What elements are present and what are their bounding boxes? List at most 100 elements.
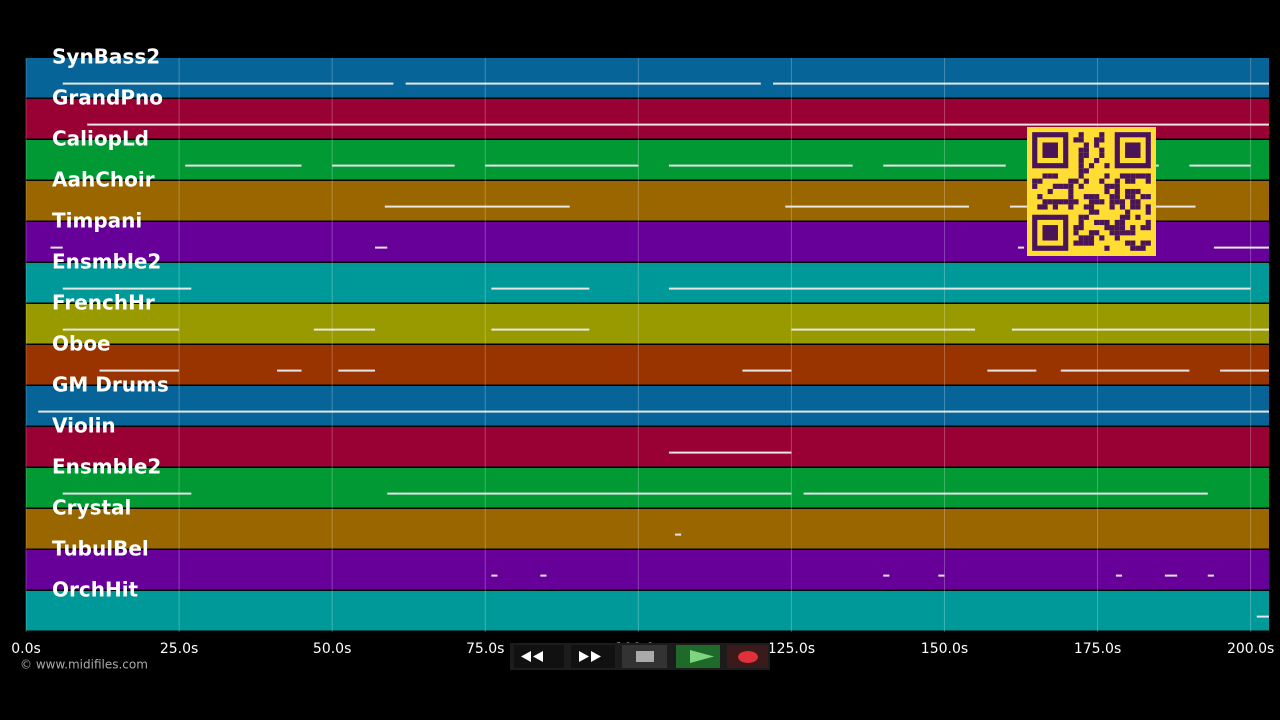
fast-forward-button[interactable]: [571, 645, 615, 668]
qr-module: [1119, 173, 1126, 179]
qr-module: [1068, 188, 1074, 195]
qr-module: [1047, 199, 1053, 205]
rewind-button[interactable]: [514, 645, 564, 668]
qr-module: [1130, 194, 1136, 200]
qr-module: [1114, 225, 1120, 231]
play-button[interactable]: [676, 645, 720, 668]
qr-module: [1114, 183, 1120, 189]
qr-module: [1088, 235, 1095, 241]
qr-module: [1130, 230, 1136, 236]
qr-module: [1119, 214, 1126, 220]
note: [540, 574, 547, 577]
note: [62, 492, 192, 495]
qr-module: [1114, 230, 1120, 236]
qr-module: [1083, 214, 1089, 220]
note: [1207, 574, 1214, 577]
qr-finder: [1125, 142, 1141, 158]
qr-module: [1135, 199, 1141, 205]
qr-module: [1063, 199, 1069, 205]
qr-module: [1135, 188, 1141, 195]
qr-module: [1145, 219, 1151, 226]
qr-module: [1109, 204, 1115, 210]
qr-module: [1088, 163, 1095, 169]
note: [883, 164, 1006, 167]
qr-module: [1114, 188, 1120, 195]
track-name: AahChoir: [52, 168, 155, 192]
qr-module: [1119, 225, 1126, 231]
qr-module: [1104, 173, 1110, 179]
qr-module: [1083, 152, 1089, 158]
qr-module: [1078, 152, 1084, 158]
qr-module: [1130, 188, 1136, 195]
qr-module: [1099, 219, 1105, 226]
record-icon: [738, 651, 758, 663]
qr-module: [1125, 209, 1131, 215]
qr-module: [1109, 199, 1115, 205]
x-tick-label: 0.0s: [11, 641, 41, 657]
track-lane: [26, 304, 1269, 344]
qr-module: [1145, 194, 1151, 200]
note: [668, 164, 853, 167]
qr-module: [1145, 240, 1151, 246]
note: [1011, 328, 1269, 331]
note: [99, 369, 180, 372]
qr-module: [1114, 235, 1120, 241]
qr-module: [1119, 199, 1126, 205]
qr-module: [1094, 199, 1100, 205]
qr-module: [1094, 137, 1100, 143]
qr-module: [1094, 230, 1100, 236]
qr-module: [1078, 225, 1084, 231]
track-name: Crystal: [52, 496, 131, 520]
qr-module: [1130, 199, 1136, 205]
record-button[interactable]: [727, 645, 768, 668]
track-name: Ensmble2: [52, 455, 161, 479]
track-name: CaliopLd: [52, 127, 149, 151]
qr-module: [1052, 199, 1058, 205]
qr-module: [1125, 178, 1131, 184]
qr-module: [1125, 214, 1131, 220]
note: [338, 369, 376, 372]
qr-module: [1099, 152, 1105, 158]
qr-module: [1130, 225, 1136, 231]
track-lane: [26, 468, 1269, 508]
note: [313, 328, 376, 331]
qr-module: [1104, 219, 1110, 226]
qr-module: [1140, 225, 1146, 231]
qr-module: [1145, 204, 1151, 210]
qr-module: [1083, 235, 1089, 241]
qr-module: [1032, 178, 1038, 184]
note: [675, 533, 682, 536]
qr-module: [1099, 137, 1105, 143]
qr-module: [1037, 204, 1043, 210]
qr-module: [1047, 188, 1053, 195]
note: [185, 164, 302, 167]
qr-module: [1104, 163, 1110, 169]
qr-module: [1119, 204, 1126, 210]
qr-module: [1104, 183, 1110, 189]
note: [387, 492, 792, 495]
qr-module: [1052, 204, 1058, 210]
x-tick-label: 175.0s: [1074, 641, 1121, 657]
qr-module: [1052, 173, 1058, 179]
note: [50, 246, 63, 249]
qr-module: [1125, 194, 1131, 200]
track-lane: [26, 550, 1269, 590]
qr-module: [1109, 225, 1115, 231]
qr-module: [1114, 178, 1120, 184]
track-name: Ensmble2: [52, 250, 161, 274]
qr-module: [1094, 209, 1100, 215]
qr-finder: [1042, 142, 1058, 158]
note: [785, 205, 969, 208]
qr-module: [1114, 199, 1120, 205]
qr-module: [1130, 173, 1136, 179]
stop-button[interactable]: [622, 645, 667, 668]
note: [987, 369, 1037, 372]
track-lane: [26, 509, 1269, 549]
track-name: SynBass2: [52, 45, 160, 69]
qr-module: [1078, 240, 1084, 246]
note: [938, 574, 945, 577]
note: [277, 369, 302, 372]
qr-module: [1088, 204, 1095, 210]
qr-module: [1083, 240, 1089, 246]
qr-module: [1125, 188, 1131, 195]
